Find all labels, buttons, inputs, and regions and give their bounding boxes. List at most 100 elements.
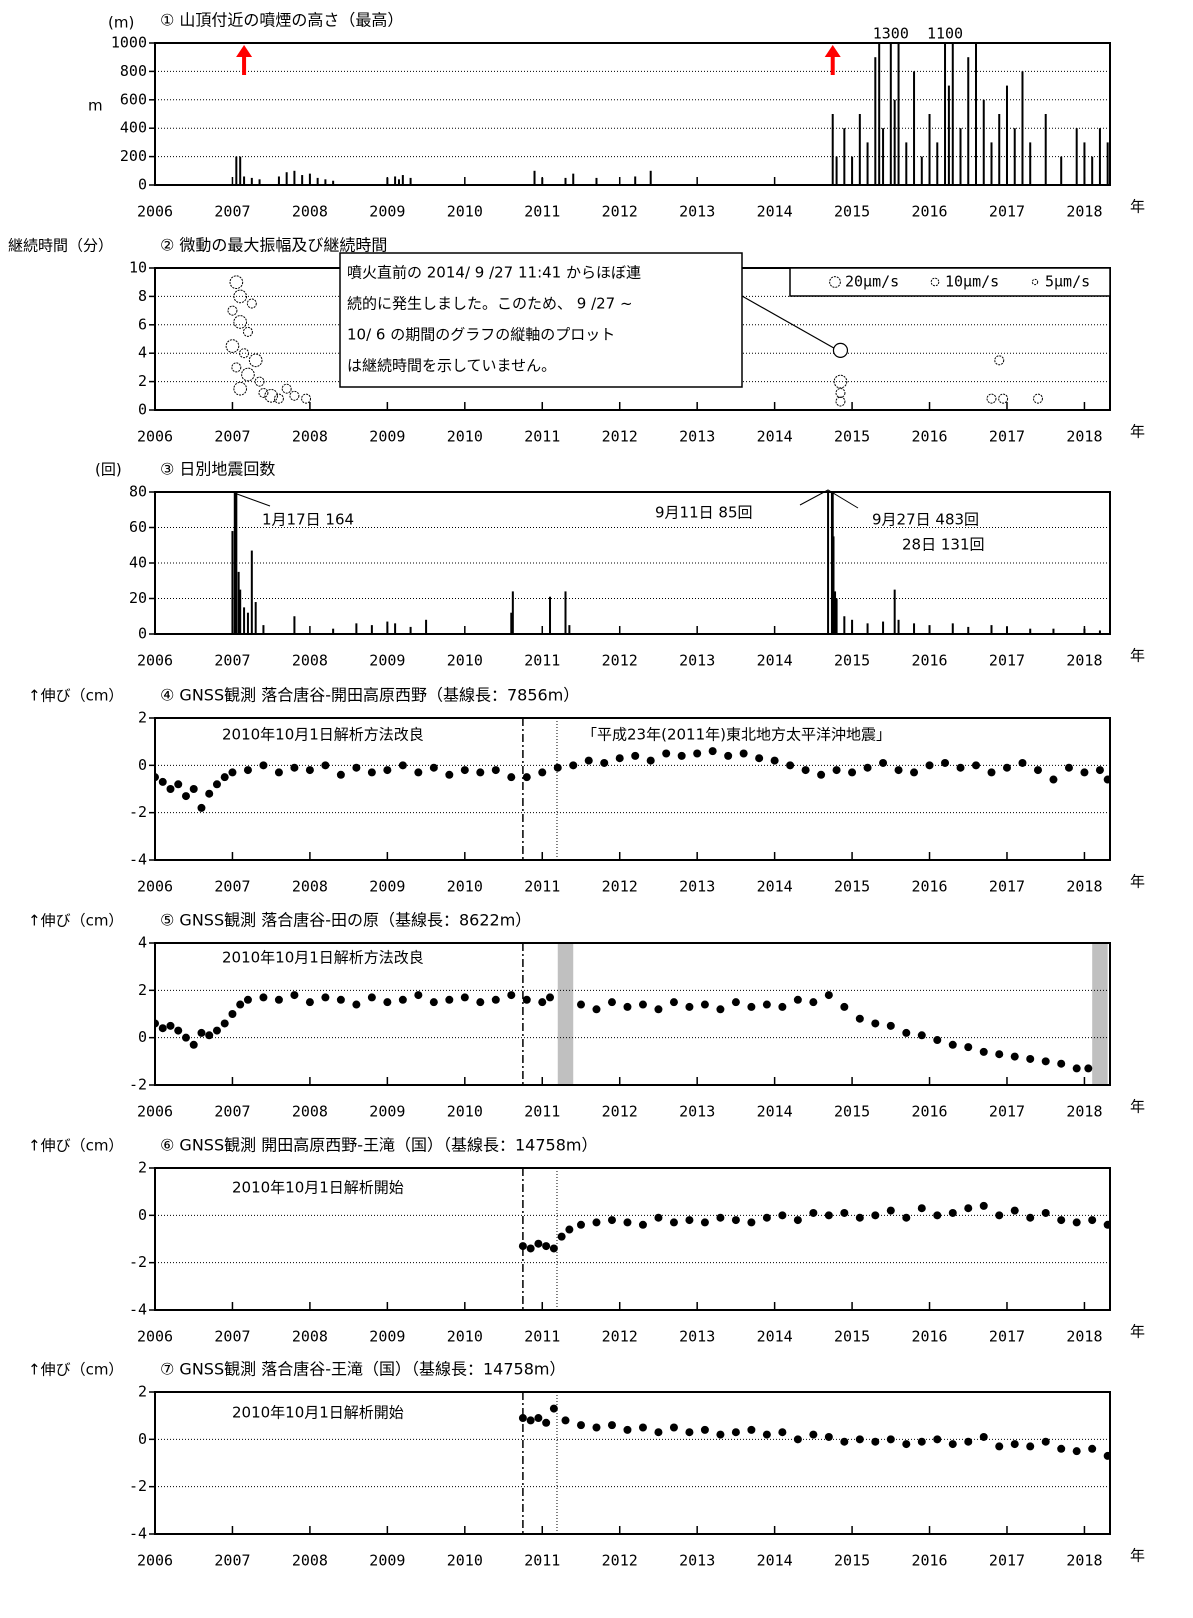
point (557, 1232, 566, 1241)
y-tick-label: -2 (129, 1253, 147, 1271)
x-tick-label: 2015 (834, 1103, 870, 1121)
bar (293, 616, 296, 634)
y-unit: (回) (95, 461, 122, 479)
point (507, 991, 516, 1000)
point (840, 1002, 849, 1011)
bar (1083, 142, 1086, 185)
point (917, 1031, 926, 1040)
annotation: 28日 131回 (902, 536, 985, 554)
bar (866, 623, 869, 634)
bubble (231, 362, 242, 373)
point (1002, 763, 1011, 772)
y-tick-label: 80 (129, 483, 147, 501)
data-gap (1092, 943, 1108, 1085)
point (623, 1002, 632, 1011)
x-tick-label: 2016 (911, 203, 947, 221)
point (894, 766, 903, 775)
point (824, 1211, 833, 1220)
callout-target (832, 342, 849, 358)
point (174, 1026, 183, 1035)
plot-area (155, 991, 1093, 1073)
x-tick-label: 2014 (757, 1552, 793, 1570)
point (669, 998, 678, 1007)
plot-area (518, 1201, 1110, 1253)
x-unit: 年 (1130, 198, 1145, 216)
point (801, 766, 810, 775)
bar (1029, 628, 1032, 634)
point (964, 1043, 973, 1052)
bar (936, 142, 939, 185)
eruption-arrow (236, 45, 253, 75)
point (716, 1430, 725, 1439)
bubble (264, 388, 279, 403)
panel-title: ② 微動の最大振幅及び継続時間 (160, 236, 387, 255)
y-unit: ↑伸び（cm） (28, 1137, 123, 1155)
bar (913, 623, 916, 634)
y-tick-label: 600 (120, 90, 147, 108)
y-tick-label: 2 (138, 981, 147, 999)
point (824, 1432, 833, 1441)
point (1018, 758, 1027, 767)
point (700, 1218, 709, 1227)
bar (1091, 156, 1094, 185)
x-tick-label: 2012 (602, 878, 638, 896)
point (669, 1423, 678, 1432)
y-unit: ↑伸び（cm） (28, 687, 123, 705)
y-tick-label: -2 (129, 803, 147, 821)
x-tick-label: 2008 (292, 1103, 328, 1121)
x-tick-label: 2010 (447, 428, 483, 446)
bar (893, 589, 896, 634)
x-tick-label: 2012 (602, 1552, 638, 1570)
point (638, 1423, 647, 1432)
point (933, 1435, 942, 1444)
bubble (833, 374, 848, 389)
y-tick-label: -4 (129, 1525, 147, 1543)
point (902, 1213, 911, 1222)
bar (928, 625, 931, 634)
x-tick-label: 2018 (1066, 1103, 1102, 1121)
point (979, 1047, 988, 1056)
bubble (301, 393, 312, 404)
point (654, 1005, 663, 1014)
bar (332, 628, 335, 634)
point (770, 756, 779, 765)
point (987, 768, 996, 777)
x-tick-label: 2015 (834, 878, 870, 896)
plot-area (235, 43, 1109, 185)
point (917, 1437, 926, 1446)
point (855, 1213, 864, 1222)
bar (355, 623, 358, 634)
point (778, 1428, 787, 1437)
point (158, 777, 167, 786)
x-tick-label: 2011 (524, 652, 560, 670)
y-tick-label: 0 (138, 176, 147, 194)
x-tick-label: 2011 (524, 878, 560, 896)
bar (1075, 128, 1078, 185)
bar (832, 536, 835, 634)
point (429, 998, 438, 1007)
point (181, 792, 190, 801)
bar (1044, 114, 1047, 185)
y-tick-label: 40 (129, 554, 147, 572)
x-tick-label: 2013 (679, 428, 715, 446)
x-tick-label: 2018 (1066, 428, 1102, 446)
point (321, 761, 330, 770)
x-tick-label: 2015 (834, 428, 870, 446)
point (778, 1002, 787, 1011)
point (731, 998, 740, 1007)
point (259, 993, 268, 1002)
bar (301, 175, 304, 185)
bar (975, 43, 978, 185)
bar (231, 531, 234, 634)
point (793, 1216, 802, 1225)
bar (386, 621, 389, 634)
bar (394, 623, 397, 634)
bar (967, 626, 970, 634)
bar (233, 492, 236, 634)
point (669, 1218, 678, 1227)
point (367, 993, 376, 1002)
y-tick-label: 400 (120, 119, 147, 137)
bar (897, 619, 900, 634)
x-tick-label: 2008 (292, 203, 328, 221)
y-tick-label: 6 (138, 315, 147, 333)
